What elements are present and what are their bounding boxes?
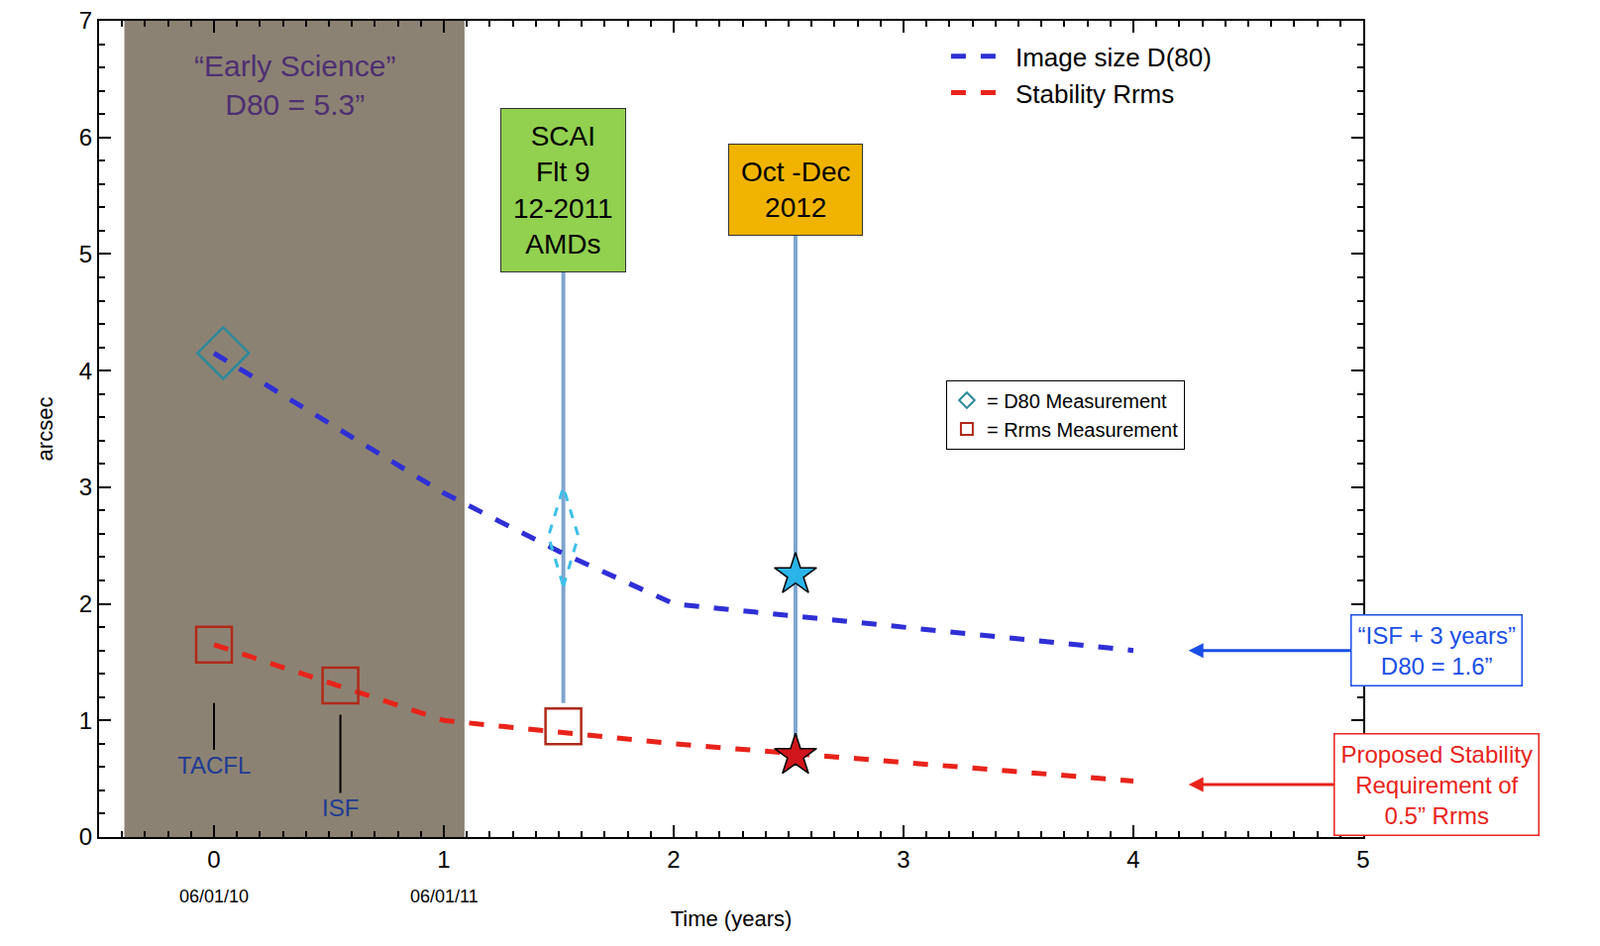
svg-text:2: 2 [666,846,680,873]
svg-text:4: 4 [79,357,93,385]
svg-text:TACFL: TACFL [177,751,251,779]
svg-text:6: 6 [79,123,93,151]
svg-text:7: 7 [79,6,93,34]
svg-text:2: 2 [79,590,93,618]
svg-text:06/01/11: 06/01/11 [410,886,479,907]
svg-text:3: 3 [896,846,910,873]
svg-text:ISF: ISF [321,794,359,822]
svg-text:1: 1 [436,846,450,873]
svg-text:arcsec: arcsec [32,397,58,462]
svg-text:“Early Science”D80 = 5.3”: “Early Science”D80 = 5.3” [194,49,396,121]
svg-text:Time (years): Time (years) [670,906,793,932]
svg-text:Oct -Dec2012: Oct -Dec2012 [741,156,851,223]
svg-text:= Rrms Measurement: = Rrms Measurement [986,419,1178,441]
svg-text:Proposed StabilityRequirement: Proposed StabilityRequirement of0.5” Rrm… [1341,741,1533,830]
svg-text:06/01/10: 06/01/10 [179,886,249,907]
svg-text:1: 1 [79,707,93,735]
svg-text:Image size D(80): Image size D(80) [1015,42,1212,73]
svg-text:“ISF + 3 years”D80 = 1.6”: “ISF + 3 years”D80 = 1.6” [1358,622,1516,680]
svg-text:= D80 Measurement: = D80 Measurement [986,390,1168,413]
svg-text:Stability Rrms: Stability Rrms [1015,79,1174,109]
svg-text:0: 0 [207,846,220,873]
svg-text:0: 0 [79,823,93,851]
svg-text:4: 4 [1126,846,1140,873]
svg-text:5: 5 [1356,846,1370,873]
svg-text:SCAIFlt 912-2011AMDs: SCAIFlt 912-2011AMDs [513,120,614,260]
svg-text:3: 3 [79,473,93,501]
svg-text:5: 5 [79,240,93,268]
